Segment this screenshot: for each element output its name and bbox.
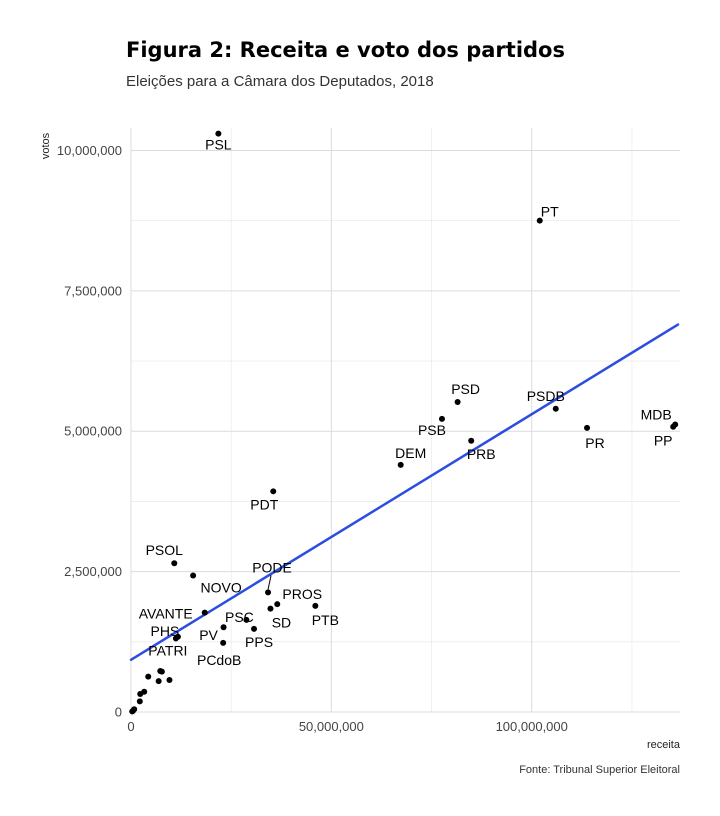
data-point <box>215 130 222 137</box>
data-point <box>129 708 136 715</box>
point-labels: PSL PT PSD PSDB PSB PR MDB PP PRB DEM PDT PSOL NOVO P… <box>139 137 673 668</box>
data-point <box>220 639 227 646</box>
data-point <box>552 405 559 412</box>
data-point <box>267 605 274 612</box>
data-point <box>536 217 543 224</box>
data-points <box>129 130 679 715</box>
point-label: PPS <box>245 634 273 650</box>
data-point <box>201 609 208 616</box>
point-label: PT <box>541 204 559 220</box>
pode-leader-line <box>267 575 272 590</box>
point-label: NOVO <box>200 580 241 596</box>
point-label: PCdoB <box>197 652 241 668</box>
data-point <box>158 668 165 675</box>
point-label: PSD <box>451 381 480 397</box>
point-label: SD <box>272 615 291 631</box>
data-point <box>584 424 591 431</box>
trend-line <box>129 323 680 662</box>
data-point <box>454 399 461 406</box>
data-point <box>166 676 173 683</box>
data-point <box>220 624 227 631</box>
chart-title: Figura 2: Receita e voto dos partidos <box>126 38 565 62</box>
source-caption: Fonte: Tribunal Superior Eleitoral <box>519 764 680 776</box>
x-tick-label: 0 <box>127 719 134 734</box>
data-point <box>251 625 258 632</box>
data-point <box>190 572 197 579</box>
point-label: PSOL <box>146 542 184 558</box>
point-label: PTB <box>312 612 339 628</box>
y-axis-label: votos <box>40 132 52 159</box>
y-tick-label: 0 <box>115 705 122 720</box>
data-point <box>670 423 677 430</box>
point-label: PSC <box>225 609 254 625</box>
y-tick-label: 5,000,000 <box>64 424 122 439</box>
point-label: AVANTE <box>139 606 193 622</box>
point-label: PODE <box>252 559 292 575</box>
point-label: DEM <box>395 445 426 461</box>
point-label: PP <box>654 433 673 449</box>
data-point <box>438 415 445 422</box>
point-label: PSDB <box>527 388 565 404</box>
x-tick-label: 100,000,000 <box>496 719 568 734</box>
data-point <box>172 635 179 642</box>
point-label: PROS <box>282 586 322 602</box>
y-tick-label: 7,500,000 <box>64 283 122 298</box>
chart-subtitle: Eleições para a Câmara dos Deputados, 20… <box>126 73 434 90</box>
x-tick-label: 50,000,000 <box>299 719 364 734</box>
data-point <box>397 461 404 468</box>
point-label: PSL <box>205 137 232 153</box>
point-label: PRB <box>467 446 496 462</box>
point-label: PHS <box>150 623 179 639</box>
x-axis-label: receita <box>647 739 681 751</box>
point-label: PDT <box>250 496 278 512</box>
data-point <box>312 602 319 609</box>
point-label: PATRI <box>148 642 187 658</box>
data-point <box>265 589 272 596</box>
gridlines <box>130 128 680 713</box>
point-label: MDB <box>641 406 672 422</box>
trend-line-group <box>129 323 680 662</box>
point-label: PR <box>585 435 604 451</box>
axis-ticks: 0 50,000,000 100,000,000 0 2,500,000 5,000,00… <box>57 143 568 734</box>
data-point <box>468 437 475 444</box>
data-point <box>243 616 250 623</box>
data-point <box>171 560 178 567</box>
point-label: PSB <box>418 422 446 438</box>
data-point <box>145 673 152 680</box>
data-point <box>155 678 162 685</box>
data-point <box>136 698 143 705</box>
point-label: PV <box>199 627 218 643</box>
y-tick-label: 2,500,000 <box>64 564 122 579</box>
data-point <box>270 488 277 495</box>
y-tick-label: 10,000,000 <box>57 143 122 158</box>
data-point <box>141 688 148 695</box>
data-point <box>274 601 281 608</box>
